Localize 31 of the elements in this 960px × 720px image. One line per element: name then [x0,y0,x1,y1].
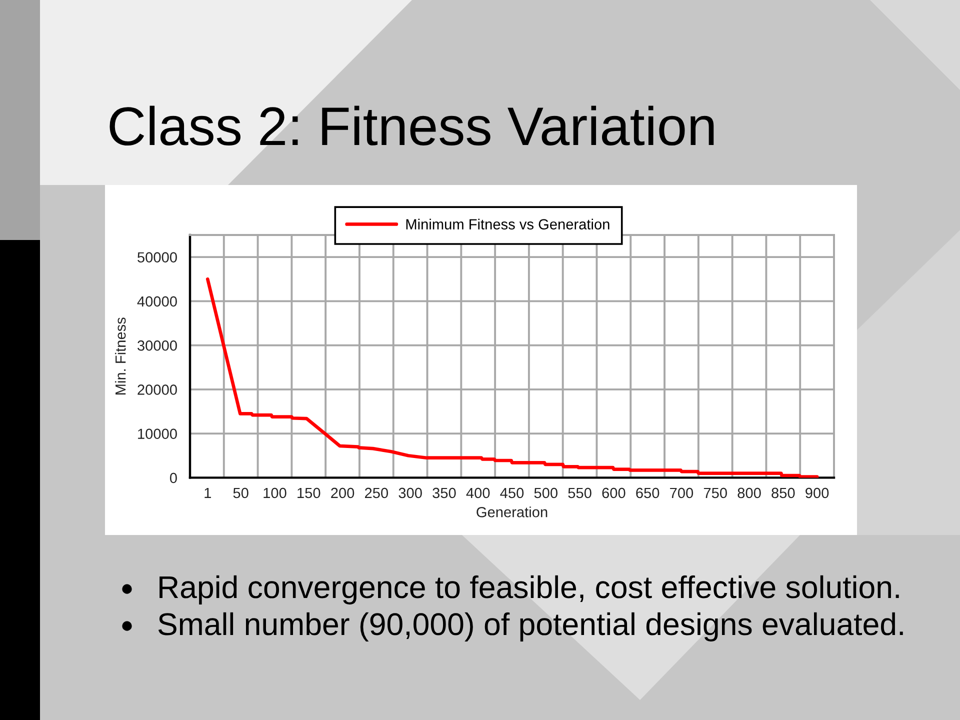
x-tick-label: 500 [534,488,558,498]
y-tick-label: 50000 [138,252,177,262]
x-tick-label: 700 [670,488,694,498]
y-axis-title: Min. Fitness [115,318,126,394]
x-tick-label: 550 [568,488,592,498]
x-tick-label: 200 [331,488,354,498]
x-tick-label: 450 [500,488,524,498]
x-axis-title: Generation [476,506,548,518]
x-tick-label: 400 [466,488,490,498]
x-tick-label: 600 [602,488,626,498]
x-tick-label: 250 [364,488,388,498]
y-tick-label: 30000 [138,340,177,351]
y-tick-label: 0 [170,472,177,484]
x-tick-label: 150 [298,488,320,498]
x-tick-label: 850 [772,488,795,498]
x-tick-label: 1 [204,488,211,498]
x-tick-label: 350 [432,488,456,498]
y-tick-label: 10000 [138,428,177,439]
y-tick-label: 20000 [138,384,177,395]
x-tick-label: 650 [636,488,660,498]
x-tick-label: 50 [233,488,248,498]
x-tick-label: 750 [704,488,727,498]
y-tick-label: 40000 [137,296,177,307]
x-tick-label: 800 [738,488,761,498]
text: Small number (90,000) of potential designs evaluated. [158,612,903,642]
legend-label: Minimum Fitness vs Generation [406,218,610,230]
chart-title: Class 2: Fitness Variation [110,106,714,146]
x-tick-label: 900 [806,488,829,498]
x-tick-label: 100 [264,488,286,498]
text: Rapid convergence to feasible, cost effective solution. [160,575,899,604]
x-tick-label: 300 [398,488,422,498]
